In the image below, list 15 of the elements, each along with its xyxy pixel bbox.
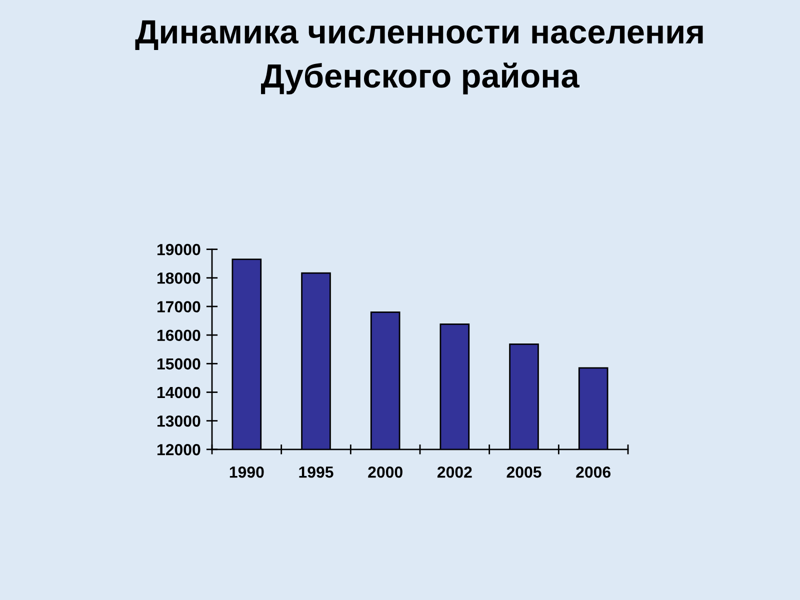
y-tick-label: 12000 xyxy=(157,444,200,456)
y-tick-label: 17000 xyxy=(157,301,200,312)
y-tick-label: 14000 xyxy=(157,386,200,398)
x-tick-label: 2006 xyxy=(576,466,611,478)
x-tick-label: 1995 xyxy=(299,466,334,478)
y-tick-label: 18000 xyxy=(157,272,200,284)
x-tick-label: 1990 xyxy=(230,466,264,478)
y-tick-label: 19000 xyxy=(157,244,200,256)
y-tick-label: 13000 xyxy=(157,415,200,427)
x-tick-label: 2005 xyxy=(506,466,542,478)
y-tick-label: 15000 xyxy=(157,358,200,370)
x-tick-label: 2000 xyxy=(368,466,402,478)
y-tick-label: 16000 xyxy=(157,330,200,341)
chart-title: Динамика численности населения Дубенского района xyxy=(135,20,703,94)
x-tick-label: 2002 xyxy=(437,466,472,478)
